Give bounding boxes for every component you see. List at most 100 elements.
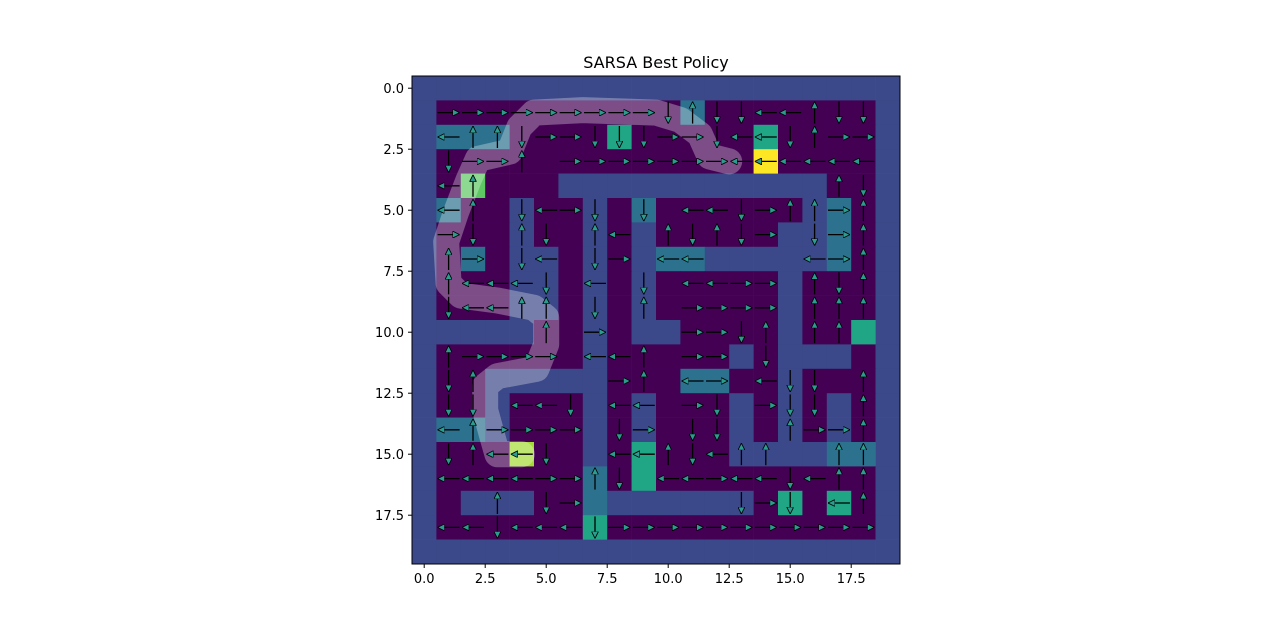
heatmap-cell — [510, 174, 535, 199]
heatmap-cell — [412, 393, 437, 418]
y-tick-label: 0.0 — [383, 82, 404, 97]
heatmap-cell — [632, 320, 657, 345]
heatmap-cell — [436, 320, 461, 345]
heatmap-cell — [778, 174, 803, 199]
heatmap-cell — [754, 418, 779, 443]
heatmap-cell — [680, 491, 705, 516]
heatmap-cell — [656, 320, 681, 345]
heatmap-cell — [876, 369, 901, 394]
heatmap-cell — [754, 174, 779, 199]
heatmap-cell — [876, 344, 901, 369]
heatmap-cell — [558, 247, 583, 272]
heatmap-cell — [607, 320, 632, 345]
heatmap-cell — [876, 125, 901, 150]
heatmap-cell — [485, 198, 510, 223]
heatmap-cell — [754, 540, 779, 565]
heatmap-cell — [607, 491, 632, 516]
heatmap-cell — [632, 222, 657, 247]
heatmap-cell — [583, 393, 608, 418]
heatmap-cell — [851, 540, 876, 565]
heatmap-cell — [558, 296, 583, 321]
heatmap-cell — [558, 344, 583, 369]
heatmap-cell — [485, 174, 510, 199]
heatmap-cell — [436, 76, 461, 101]
heatmap-cell — [412, 271, 437, 296]
heatmap-cell — [778, 320, 803, 345]
heatmap-cell — [510, 76, 535, 101]
y-tick-label: 7.5 — [383, 265, 404, 280]
heatmap-cell — [656, 540, 681, 565]
heatmap-cell — [851, 344, 876, 369]
y-tick-label: 10.0 — [375, 326, 404, 341]
heatmap-cell — [558, 320, 583, 345]
heatmap-cell — [412, 296, 437, 321]
heatmap-cell — [412, 149, 437, 174]
heatmap-cell — [876, 100, 901, 125]
heatmap-cell — [632, 247, 657, 272]
heatmap-cell — [705, 174, 730, 199]
heatmap-cell — [876, 442, 901, 467]
heatmap-cell — [876, 271, 901, 296]
heatmap-cell — [876, 174, 901, 199]
heatmap-cell — [607, 174, 632, 199]
heatmap-cell — [558, 540, 583, 565]
heatmap-cell — [827, 540, 852, 565]
heatmap-cell — [729, 76, 754, 101]
heatmap-cell — [632, 466, 657, 491]
heatmap-cell — [461, 540, 486, 565]
heatmap-cell — [412, 344, 437, 369]
heatmap-cell — [680, 76, 705, 101]
heatmap-cell — [583, 174, 608, 199]
heatmap-cell — [680, 540, 705, 565]
heatmap-cell — [412, 369, 437, 394]
heatmap-cell — [827, 344, 852, 369]
heatmap-cell — [656, 76, 681, 101]
heatmap-cell — [510, 320, 535, 345]
heatmap-cell — [705, 491, 730, 516]
heatmap-cell — [827, 393, 852, 418]
heatmap-cell — [656, 344, 681, 369]
heatmap-cell — [778, 296, 803, 321]
heatmap-cell — [412, 198, 437, 223]
heatmap-cell — [583, 418, 608, 443]
chart-title: SARSA Best Policy — [583, 53, 729, 72]
heatmap-cell — [802, 76, 827, 101]
heatmap-cell — [876, 466, 901, 491]
heatmap-cell — [778, 247, 803, 272]
heatmap-cell — [778, 222, 803, 247]
heatmap-cell — [632, 491, 657, 516]
heatmap-cell — [412, 174, 437, 199]
heatmap-cell — [607, 296, 632, 321]
x-tick-label: 5.0 — [536, 572, 557, 587]
heatmap-cell — [876, 491, 901, 516]
heatmap-cell — [802, 491, 827, 516]
heatmap-cell — [729, 540, 754, 565]
heatmap-cell — [729, 344, 754, 369]
x-tick-label: 17.5 — [837, 572, 866, 587]
x-tick-label: 10.0 — [654, 572, 683, 587]
heatmap-cell — [436, 540, 461, 565]
y-tick-label: 12.5 — [375, 387, 404, 402]
heatmap-cell — [851, 320, 876, 345]
heatmap-cell — [607, 540, 632, 565]
heatmap-cell — [632, 76, 657, 101]
heatmap-cell — [656, 393, 681, 418]
y-tick-label: 17.5 — [375, 509, 404, 524]
heatmap-cell — [607, 76, 632, 101]
heatmap-cell — [802, 540, 827, 565]
heatmap-cell — [412, 491, 437, 516]
heatmap-cell — [461, 320, 486, 345]
heatmap-cell — [827, 76, 852, 101]
x-tick-label: 2.5 — [475, 572, 496, 587]
heatmap-cell — [778, 344, 803, 369]
heatmap-cell — [412, 418, 437, 443]
heatmap-cell — [778, 540, 803, 565]
heatmap-cell — [558, 369, 583, 394]
heatmap-cell — [485, 320, 510, 345]
heatmap-cell — [754, 76, 779, 101]
heatmap-cell — [558, 174, 583, 199]
heatmap-cell — [510, 491, 535, 516]
heatmap-cell — [656, 418, 681, 443]
heatmap-cell — [827, 369, 852, 394]
